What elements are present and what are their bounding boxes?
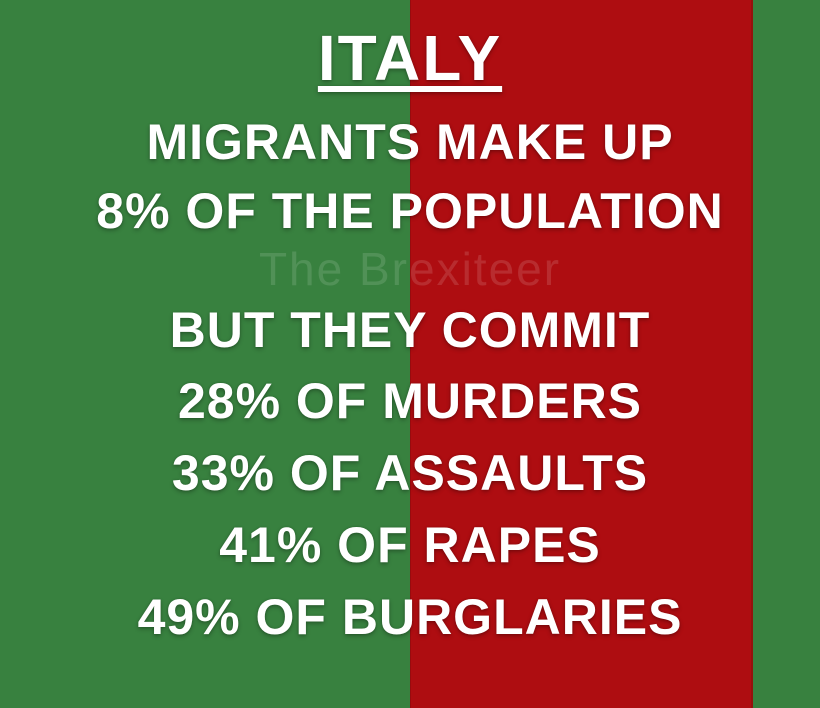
line-population-share: 8% OF THE POPULATION	[96, 183, 724, 239]
line-burglaries-stat: 49% OF BURGLARIES	[137, 589, 683, 645]
line-assaults-stat: 33% OF ASSAULTS	[171, 445, 649, 501]
red-background-panel	[410, 0, 753, 708]
line-murders-stat: 28% OF MURDERS	[177, 373, 643, 429]
page-title: ITALY	[317, 22, 503, 94]
line-migrants-make-up: MIGRANTS MAKE UP	[146, 114, 674, 170]
watermark: The Brexiteer	[258, 243, 562, 295]
line-rapes-stat: 41% OF RAPES	[219, 517, 601, 573]
line-but-they-commit: BUT THEY COMMIT	[169, 302, 651, 358]
